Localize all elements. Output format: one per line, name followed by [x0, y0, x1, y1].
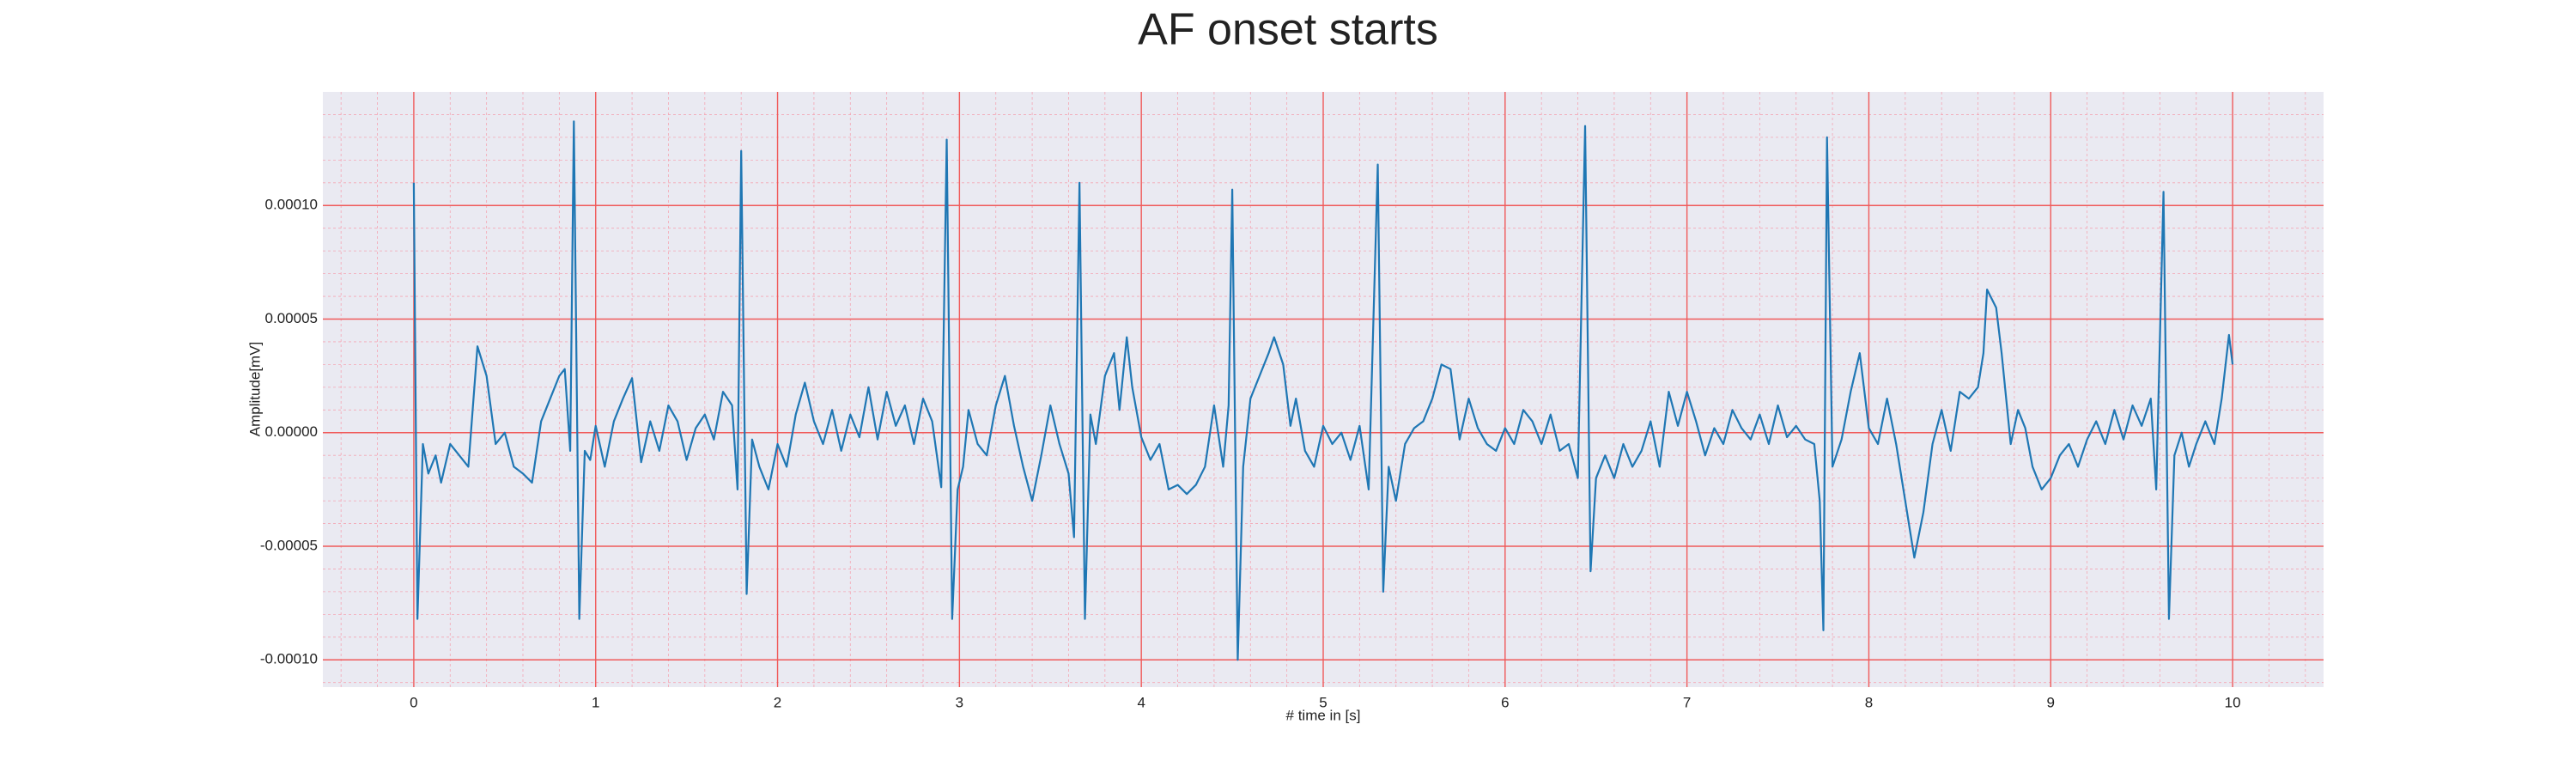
y-axis-label: Amplitude[mV]	[246, 342, 263, 437]
chart-title: AF onset starts	[1138, 5, 1438, 55]
x-tick-label: 7	[1683, 694, 1691, 710]
mark-layer	[412, 120, 2234, 661]
x-tick-label: 10	[2225, 694, 2241, 710]
x-tick-label: 8	[1865, 694, 1873, 710]
x-tick-label: 3	[956, 694, 963, 710]
x-tick-label: 9	[2047, 694, 2055, 710]
x-tick-label: 6	[1501, 694, 1509, 710]
x-tick-label: 4	[1137, 694, 1145, 710]
y-tick-label: 0.00000	[265, 423, 318, 440]
x-tick-label: 5	[1319, 694, 1327, 710]
grid-layer	[323, 92, 2324, 687]
y-tick-label: 0.00005	[265, 310, 318, 326]
y-tick-label: -0.00005	[260, 537, 318, 553]
x-tick-label: 1	[592, 694, 599, 710]
y-tick-label: 0.00010	[265, 197, 318, 213]
x-axis-label: # time in [s]	[1286, 707, 1361, 723]
y-tick-label: -0.00010	[260, 651, 318, 667]
x-tick-label: 0	[410, 694, 417, 710]
x-tick-label: 2	[774, 694, 781, 710]
series-line	[412, 120, 2234, 661]
